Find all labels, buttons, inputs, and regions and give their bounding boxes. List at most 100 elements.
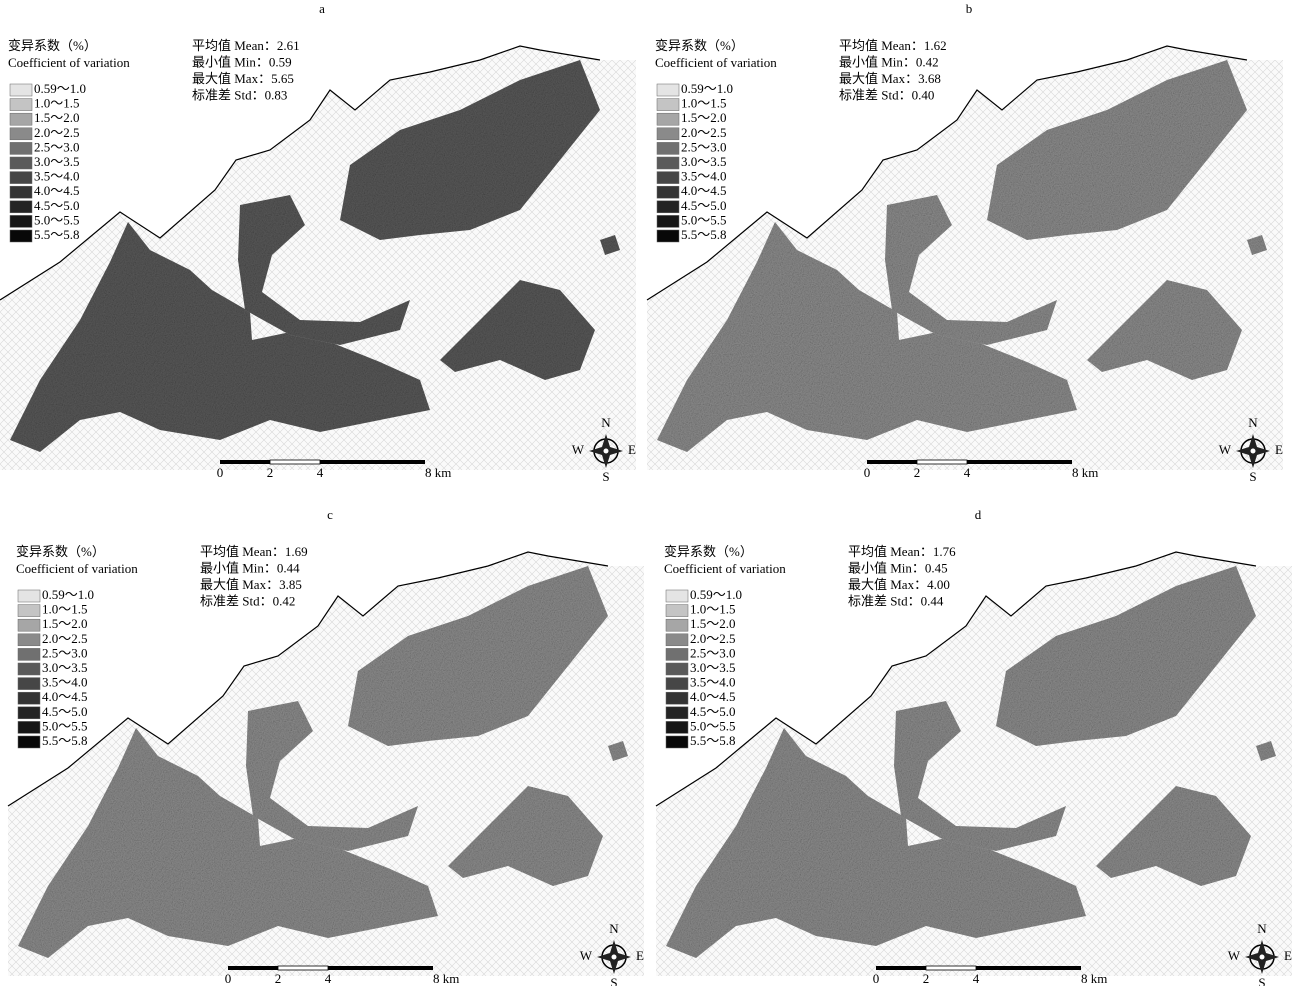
compass-label: S — [602, 469, 609, 484]
compass-label: S — [1258, 975, 1265, 986]
legend-swatch — [657, 84, 679, 96]
stat-text: 最小值 Min：0.42 — [839, 54, 939, 69]
legend-swatch — [10, 201, 32, 213]
legend-label: 4.0～4.5 — [681, 183, 727, 198]
legend-swatch — [657, 215, 679, 227]
scale-label: 4 — [964, 465, 971, 480]
legend-swatch — [18, 648, 40, 660]
legend-label: 2.0～2.5 — [681, 125, 727, 140]
legend-swatch — [666, 648, 688, 660]
legend-swatch — [18, 736, 40, 748]
compass-label: E — [1284, 948, 1292, 963]
legend-swatch — [666, 692, 688, 704]
legend-label: 2.5～3.0 — [42, 645, 88, 660]
legend-label: 4.5～5.0 — [42, 704, 88, 719]
scale-bar — [976, 966, 1081, 970]
scale-bar — [926, 966, 976, 970]
legend-swatch — [10, 142, 32, 154]
legend-swatch — [666, 605, 688, 617]
legend-label: 1.5～2.0 — [42, 616, 88, 631]
scale-label: 4 — [973, 971, 980, 986]
legend-label: 4.0～4.5 — [42, 689, 88, 704]
scale-label: 4 — [325, 971, 332, 986]
legend-label: 2.0～2.5 — [42, 631, 88, 646]
legend-swatch — [18, 663, 40, 675]
legend-title: 变异系数（%） — [655, 38, 744, 53]
legend-label: 2.0～2.5 — [34, 125, 80, 140]
legend-label: 3.5～4.0 — [42, 675, 88, 690]
legend-label: 5.5～5.8 — [690, 733, 736, 748]
legend-label: 1.0～1.5 — [42, 602, 88, 617]
stat-text: 平均值 Mean：1.62 — [839, 38, 947, 53]
legend-swatch — [18, 619, 40, 631]
legend-label: 5.5～5.8 — [42, 733, 88, 748]
legend-swatch — [10, 215, 32, 227]
legend-label: 5.0～5.5 — [42, 718, 88, 733]
compass-label: S — [1249, 469, 1256, 484]
legend-swatch — [666, 678, 688, 690]
legend-swatch — [10, 84, 32, 96]
compass-label: E — [1275, 442, 1283, 457]
legend-swatch — [666, 590, 688, 602]
stat-text: 标准差 Std：0.44 — [848, 593, 944, 608]
legend-swatch — [666, 634, 688, 646]
compass-label: W — [1219, 442, 1232, 457]
scale-bar — [328, 966, 433, 970]
legend-label: 3.5～4.0 — [690, 675, 736, 690]
compass-label: N — [609, 921, 619, 936]
scale-bar — [220, 460, 270, 464]
map-panel: d变异系数（%）Coefficient of variation0.59～1.0… — [656, 507, 1292, 986]
scale-label: 4 — [317, 465, 324, 480]
compass-center — [1251, 449, 1256, 454]
map-panel: c变异系数（%）Coefficient of variation0.59～1.0… — [8, 507, 644, 986]
legend-swatch — [10, 230, 32, 242]
legend-label: 5.5～5.8 — [681, 227, 727, 242]
legend-swatch — [657, 113, 679, 125]
stat-text: 最小值 Min：0.45 — [848, 560, 948, 575]
scale-label: 8 km — [1081, 971, 1107, 986]
legend-label: 2.5～3.0 — [681, 139, 727, 154]
scale-label: 8 km — [1072, 465, 1098, 480]
compass-center — [612, 955, 617, 960]
legend-label: 5.0～5.5 — [681, 212, 727, 227]
legend-label: 4.0～4.5 — [34, 183, 80, 198]
legend-swatch — [18, 590, 40, 602]
panel-label: a — [319, 1, 325, 16]
panel-label: c — [327, 507, 333, 522]
legend-swatch — [657, 172, 679, 184]
scale-bar — [876, 966, 926, 970]
stat-text: 最大值 Max：3.85 — [200, 577, 302, 592]
legend-label: 1.0～1.5 — [690, 602, 736, 617]
compass-label: W — [1228, 948, 1241, 963]
map-panel: b变异系数（%）Coefficient of variation0.59～1.0… — [647, 1, 1283, 484]
legend-label: 2.5～3.0 — [690, 645, 736, 660]
legend-swatch — [657, 201, 679, 213]
compass-center — [604, 449, 609, 454]
scale-label: 0 — [225, 971, 232, 986]
legend-swatch — [657, 99, 679, 111]
legend-swatch — [657, 230, 679, 242]
legend-label: 3.0～3.5 — [690, 660, 736, 675]
compass-center — [1260, 955, 1265, 960]
legend-label: 0.59～1.0 — [690, 587, 742, 602]
legend-swatch — [657, 128, 679, 140]
legend-title: 变异系数（%） — [8, 38, 97, 53]
legend-label: 4.0～4.5 — [690, 689, 736, 704]
legend-swatch — [666, 736, 688, 748]
legend-label: 3.0～3.5 — [681, 154, 727, 169]
legend-title: 变异系数（%） — [664, 544, 753, 559]
legend-swatch — [10, 128, 32, 140]
compass-label: W — [580, 948, 593, 963]
compass-label: E — [636, 948, 644, 963]
legend-swatch — [10, 157, 32, 169]
legend-label: 2.5～3.0 — [34, 139, 80, 154]
compass-label: E — [628, 442, 636, 457]
legend-swatch — [666, 663, 688, 675]
legend-subtitle: Coefficient of variation — [8, 55, 130, 70]
legend-title: 变异系数（%） — [16, 544, 105, 559]
scale-bar — [320, 460, 425, 464]
legend-swatch — [18, 605, 40, 617]
scale-label: 0 — [864, 465, 871, 480]
legend-label: 3.0～3.5 — [34, 154, 80, 169]
